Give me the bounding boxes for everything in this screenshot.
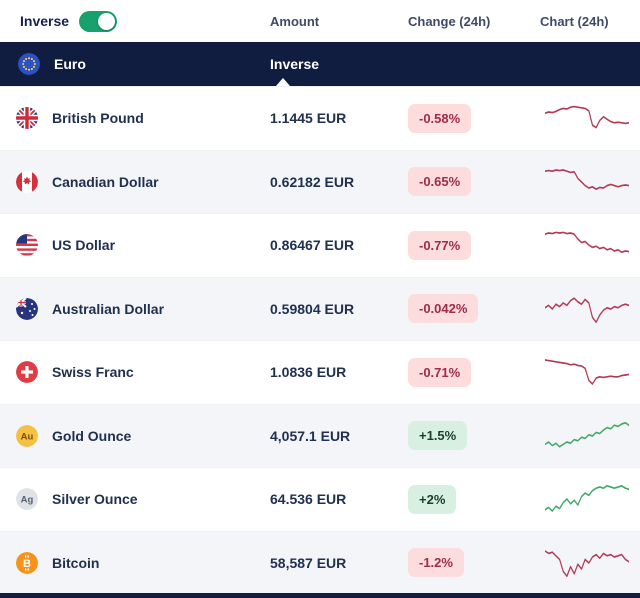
canada-flag-icon — [16, 170, 38, 193]
column-header-amount[interactable]: Amount — [270, 13, 320, 29]
svg-text:Au: Au — [21, 431, 34, 442]
us-flag-icon — [16, 234, 38, 257]
currency-name: US Dollar — [52, 237, 116, 254]
sparkline-chart — [545, 168, 629, 190]
currency-name: Canadian Dollar — [52, 173, 159, 190]
base-currency-name: Euro — [54, 56, 86, 72]
rates-table: British Pound 1.1445 EUR -0.58% Canadian… — [0, 86, 640, 594]
change-badge: +2% — [408, 484, 457, 514]
inverse-toggle-switch[interactable] — [79, 10, 118, 32]
table-row[interactable]: B Bitcoin 58,587 EUR -1.2% — [0, 530, 640, 594]
amount-value: 58,587 EUR — [270, 554, 347, 571]
table-row[interactable]: US Dollar 0.86467 EUR -0.77% — [0, 213, 640, 277]
gold-icon: Au — [16, 424, 38, 447]
table-row[interactable]: British Pound 1.1445 EUR -0.58% — [0, 86, 640, 150]
svg-text:Ag: Ag — [21, 495, 34, 506]
sparkline-chart — [545, 231, 629, 254]
currency-name: Australian Dollar — [52, 300, 165, 317]
australia-flag-icon — [16, 297, 38, 320]
currency-name: British Pound — [52, 110, 144, 127]
sparkline-chart — [545, 549, 629, 577]
svg-text:B: B — [23, 558, 31, 570]
bitcoin-icon: B — [16, 551, 38, 574]
currency-name: Swiss Franc — [52, 364, 134, 381]
change-badge: -0.042% — [408, 294, 479, 324]
amount-value: 0.59804 EUR — [270, 300, 355, 317]
amount-value: 1.0836 EUR — [270, 364, 347, 381]
currency-name: Bitcoin — [52, 554, 100, 571]
amount-value: 0.62182 EUR — [270, 173, 355, 190]
top-header: Inverse Amount Change (24h) Chart (24h) — [0, 0, 640, 42]
sparkline-chart — [545, 421, 629, 448]
switzerland-flag-icon — [16, 361, 38, 384]
change-badge: -1.2% — [408, 548, 464, 578]
uk-flag-icon — [16, 107, 38, 130]
base-currency-bar: Euro Inverse — [0, 42, 640, 86]
change-badge: +1.5% — [408, 421, 468, 451]
sparkline-chart — [545, 359, 629, 386]
amount-value: 0.86467 EUR — [270, 237, 355, 254]
table-row[interactable]: Au Gold Ounce 4,057.1 EUR +1.5% — [0, 403, 640, 467]
column-header-chart[interactable]: Chart (24h) — [540, 13, 609, 29]
sparkline-chart — [545, 106, 629, 129]
silver-icon: Ag — [16, 488, 38, 511]
amount-value: 1.1445 EUR — [270, 110, 347, 127]
amount-value: 4,057.1 EUR — [270, 427, 351, 444]
table-row[interactable]: Australian Dollar 0.59804 EUR -0.042% — [0, 276, 640, 340]
amount-value: 64.536 EUR — [270, 491, 347, 508]
change-badge: -0.58% — [408, 103, 472, 133]
column-header-change[interactable]: Change (24h) — [408, 13, 491, 29]
change-badge: -0.71% — [408, 357, 472, 387]
toggle-knob — [98, 12, 116, 30]
currency-name: Gold Ounce — [52, 427, 132, 444]
inverse-toggle-label: Inverse — [20, 13, 70, 29]
eu-flag-icon — [18, 53, 40, 75]
bottom-navy-strip — [0, 593, 640, 598]
sparkline-chart — [545, 297, 629, 323]
table-row[interactable]: Canadian Dollar 0.62182 EUR -0.65% — [0, 149, 640, 213]
table-row[interactable]: Swiss Franc 1.0836 EUR -0.71% — [0, 340, 640, 404]
change-badge: -0.77% — [408, 230, 472, 260]
table-row[interactable]: Ag Silver Ounce 64.536 EUR +2% — [0, 467, 640, 531]
selected-column-caret-icon — [276, 78, 290, 86]
change-badge: -0.65% — [408, 167, 472, 197]
selected-column-label[interactable]: Inverse — [270, 56, 320, 72]
sparkline-chart — [545, 485, 629, 513]
currency-name: Silver Ounce — [52, 491, 138, 508]
